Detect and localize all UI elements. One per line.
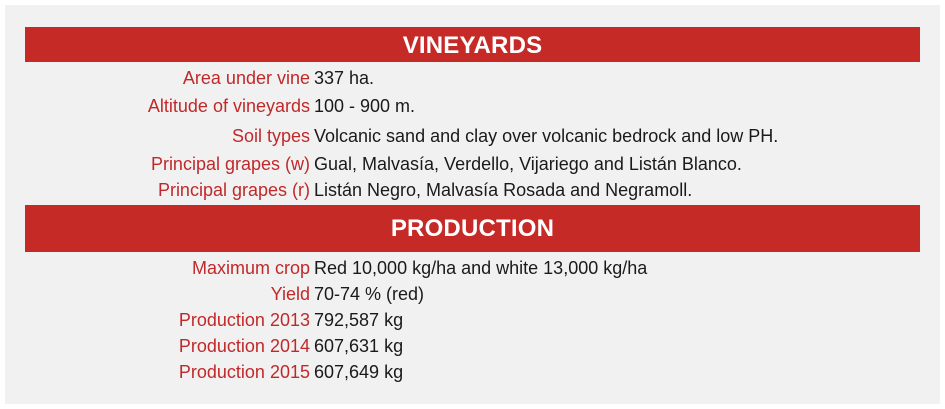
table-row: Production 2015 607,649 kg: [5, 359, 940, 385]
row-label: Production 2013: [178, 310, 310, 330]
row-label: Principal grapes (w): [150, 154, 310, 174]
row-label: Area under vine: [182, 68, 310, 88]
vineyards-section-header: VINEYARDS: [25, 27, 920, 62]
row-value: 607,649 kg: [314, 362, 404, 382]
production-section-header: PRODUCTION: [25, 205, 920, 252]
table-row: Altitude of vineyards 100 - 900 m.: [5, 91, 940, 121]
row-value: 607,631 kg: [314, 336, 404, 356]
table-row: Principal grapes (r) Listán Negro, Malva…: [5, 177, 940, 203]
table-row: Production 2013 792,587 kg: [5, 307, 940, 333]
table-row: Yield 70-74 % (red): [5, 281, 940, 307]
row-value: Red 10,000 kg/ha and white 13,000 kg/ha: [314, 258, 648, 278]
row-label: Maximum crop: [191, 258, 310, 278]
production-table: Maximum crop Red 10,000 kg/ha and white …: [5, 255, 940, 385]
table-row: Principal grapes (w) Gual, Malvasía, Ver…: [5, 151, 940, 177]
row-value: Gual, Malvasía, Verdello, Vijariego and …: [314, 154, 742, 174]
row-value: Listán Negro, Malvasía Rosada and Negram…: [314, 180, 693, 200]
vineyards-table: Area under vine 337 ha. Altitude of vine…: [5, 65, 940, 203]
row-label: Production 2015: [178, 362, 310, 382]
row-label: Principal grapes (r): [157, 180, 310, 200]
table-row: Production 2014 607,631 kg: [5, 333, 940, 359]
row-label: Production 2014: [178, 336, 310, 356]
table-row: Maximum crop Red 10,000 kg/ha and white …: [5, 255, 940, 281]
row-label: Soil types: [231, 126, 310, 146]
row-value: 70-74 % (red): [314, 284, 425, 304]
row-label: Yield: [270, 284, 310, 304]
info-panel: VINEYARDS Area under vine 337 ha. Altitu…: [5, 5, 940, 404]
row-value: Volcanic sand and clay over volcanic bed…: [314, 126, 779, 146]
table-row: Area under vine 337 ha.: [5, 65, 940, 91]
row-value: 100 - 900 m.: [314, 96, 416, 116]
row-value: 337 ha.: [314, 68, 375, 88]
table-row: Soil types Volcanic sand and clay over v…: [5, 121, 940, 151]
row-value: 792,587 kg: [314, 310, 404, 330]
row-label: Altitude of vineyards: [147, 96, 310, 116]
